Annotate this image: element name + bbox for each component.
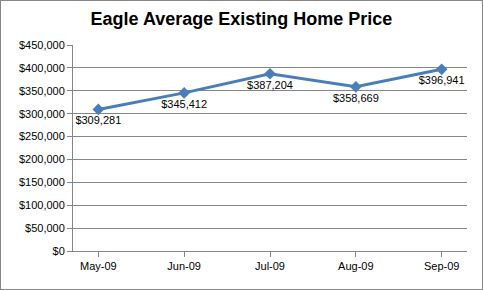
svg-text:$309,281: $309,281 bbox=[75, 114, 121, 126]
svg-text:$200,000: $200,000 bbox=[19, 153, 65, 165]
svg-text:$396,941: $396,941 bbox=[419, 74, 465, 86]
svg-text:$150,000: $150,000 bbox=[19, 176, 65, 188]
svg-text:$358,669: $358,669 bbox=[333, 92, 379, 104]
svg-text:$50,000: $50,000 bbox=[25, 222, 65, 234]
svg-text:$250,000: $250,000 bbox=[19, 130, 65, 142]
svg-text:$400,000: $400,000 bbox=[19, 62, 65, 74]
svg-text:May-09: May-09 bbox=[80, 260, 117, 272]
svg-text:Sep-09: Sep-09 bbox=[424, 260, 459, 272]
svg-text:$345,412: $345,412 bbox=[161, 98, 207, 110]
svg-text:Jun-09: Jun-09 bbox=[167, 260, 201, 272]
svg-text:$300,000: $300,000 bbox=[19, 108, 65, 120]
svg-text:$450,000: $450,000 bbox=[19, 39, 65, 51]
svg-text:$100,000: $100,000 bbox=[19, 199, 65, 211]
svg-text:$0: $0 bbox=[53, 245, 65, 257]
svg-text:Aug-09: Aug-09 bbox=[338, 260, 373, 272]
svg-text:Eagle Average Existing Home Pr: Eagle Average Existing Home Price bbox=[91, 9, 393, 29]
svg-text:$350,000: $350,000 bbox=[19, 85, 65, 97]
svg-text:Jul-09: Jul-09 bbox=[255, 260, 285, 272]
svg-text:$387,204: $387,204 bbox=[247, 79, 293, 91]
